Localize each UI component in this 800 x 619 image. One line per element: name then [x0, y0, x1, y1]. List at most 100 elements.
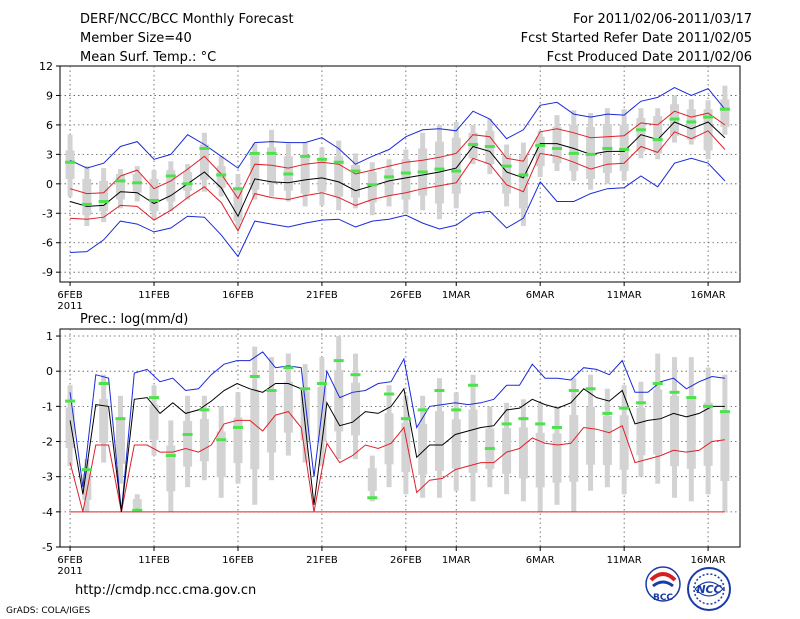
prec-box-iqr: [384, 413, 394, 465]
y-tick-label: -6: [42, 237, 53, 250]
temp-box-iqr: [653, 116, 663, 154]
temp-marker: [199, 146, 210, 150]
temp-marker: [216, 173, 227, 177]
temp-box-iqr: [384, 169, 394, 196]
prec-marker: [65, 399, 76, 403]
prec-marker: [501, 422, 512, 426]
prec-marker: [266, 389, 277, 393]
prec-marker: [719, 410, 730, 414]
temp-marker: [535, 144, 546, 148]
prec-box-iqr: [115, 419, 125, 464]
prec-box-iqr: [418, 423, 428, 475]
temp-box-iqr: [216, 166, 226, 188]
produced-date-label: Fcst Produced Date 2011/02/06: [546, 50, 752, 65]
prec-box-iqr: [451, 419, 461, 469]
temp-marker: [350, 169, 361, 173]
y-tick-label: -4: [42, 506, 53, 519]
prec-box-iqr: [250, 390, 260, 470]
prec-marker: [132, 508, 143, 512]
prec-marker: [468, 383, 479, 387]
temp-box-iqr: [166, 170, 176, 202]
temp-box-iqr: [720, 99, 730, 127]
temp-marker: [149, 199, 160, 203]
prec-marker: [182, 432, 193, 436]
temp-box-iqr: [99, 180, 109, 212]
prec-box-iqr: [233, 417, 243, 464]
temp-marker: [518, 173, 529, 177]
temp-marker: [484, 145, 495, 149]
prec-box-iqr: [183, 420, 193, 467]
temp-box-iqr: [183, 172, 193, 191]
temp-marker: [619, 147, 630, 151]
prec-lower-inner-line: [69, 411, 725, 512]
prec-box-iqr: [468, 409, 478, 473]
prec-marker: [669, 390, 680, 394]
temp-box-iqr: [434, 141, 444, 204]
temp-box-iqr: [401, 159, 411, 200]
prec-box-iqr: [518, 427, 528, 479]
grads-credit: GrADS: COLA/IGES: [6, 606, 91, 616]
temp-marker: [182, 182, 193, 186]
prec-marker: [115, 417, 126, 421]
prec-box-iqr: [703, 402, 713, 466]
prec-box-iqr: [82, 473, 92, 500]
prec-box-iqr: [502, 427, 512, 474]
prec-box-iqr: [569, 414, 579, 482]
temp-box-iqr: [351, 165, 361, 198]
prec-marker: [417, 408, 428, 412]
temp-box-iqr: [300, 156, 310, 194]
temp-marker: [115, 179, 126, 183]
temp-marker: [333, 160, 344, 164]
y-tick-label: -3: [42, 207, 53, 220]
prec-marker: [367, 496, 378, 500]
temp-marker: [635, 128, 646, 132]
prec-marker: [300, 387, 311, 391]
x-tick-label: 26FEB: [390, 290, 422, 301]
prec-box-iqr: [132, 499, 142, 508]
y-tick-label: 1: [46, 330, 53, 343]
temp-marker: [585, 152, 596, 156]
ncc-logo-text: NCC: [696, 583, 721, 596]
prec-box-iqr: [334, 369, 344, 432]
temperature-panel: -9 -6 -3 0 3 6 9 12 6FEB 11FEB 16FEB 21FEB 26FEB 1MAR…: [39, 60, 741, 312]
prec-marker: [434, 389, 445, 393]
temp-marker: [703, 115, 714, 119]
prec-box-iqr: [367, 468, 377, 492]
temp-marker: [719, 107, 730, 111]
bcc-logo-text: BCC: [653, 593, 673, 603]
prec-box-iqr: [300, 391, 310, 441]
y-tick-label: 3: [46, 148, 53, 161]
chart-title: DERF/NCC/BCC Monthly Forecast: [80, 12, 294, 27]
temp-box-iqr: [199, 144, 209, 180]
temp-marker: [400, 171, 411, 175]
prec-marker: [400, 417, 411, 421]
prec-marker: [249, 374, 260, 378]
temp-marker: [249, 151, 260, 155]
prec-box-iqr: [686, 396, 696, 469]
prec-box-iqr: [636, 407, 646, 456]
prec-marker: [350, 373, 361, 377]
temp-box-iqr: [451, 137, 461, 194]
prec-marker: [585, 387, 596, 391]
temp-box-iqr: [115, 174, 125, 200]
prec-marker: [199, 408, 210, 412]
temp-marker: [165, 174, 176, 178]
ncc-logo: NCC: [687, 567, 731, 611]
prec-marker: [703, 404, 714, 408]
x-tick-label: 26FEB: [390, 555, 422, 566]
prec-box-iqr: [401, 422, 411, 473]
temp-box-iqr: [233, 188, 243, 222]
x-tick-label: 11FEB: [138, 290, 170, 301]
temp-box-iqr: [703, 109, 713, 151]
temp-marker: [232, 187, 243, 191]
temp-marker: [669, 117, 680, 121]
prec-box-iqr: [283, 381, 293, 433]
prec-box-iqr: [166, 445, 176, 492]
prec-box-iqr: [216, 431, 226, 478]
prec-box-iqr: [267, 390, 277, 453]
temp-ensemble-mean-line: [69, 121, 726, 218]
prec-marker: [484, 447, 495, 451]
temp-marker: [602, 146, 613, 150]
x-tick-label: 1MAR: [442, 555, 471, 566]
